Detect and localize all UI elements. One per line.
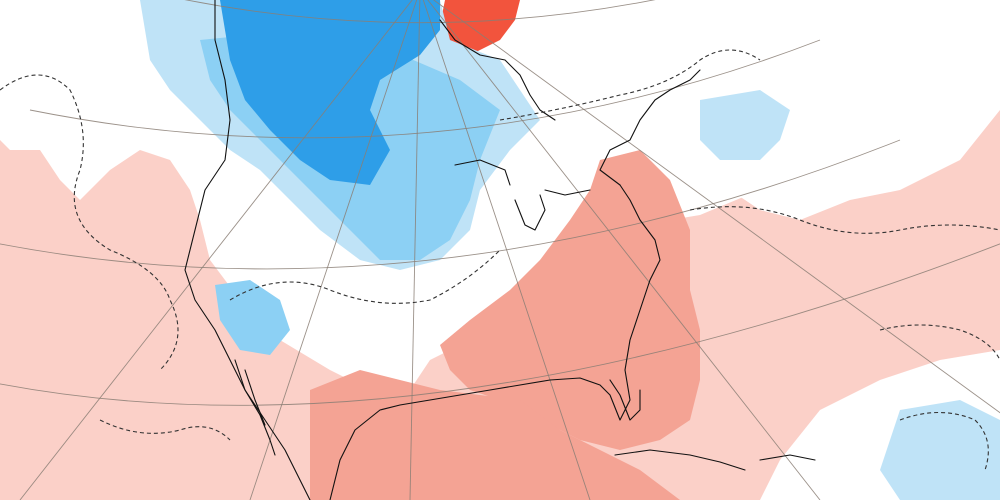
graticule-meridian-2 xyxy=(409,0,421,500)
zero-contour-south xyxy=(99,419,231,441)
graticule-parallel-3 xyxy=(0,139,901,270)
graticule-meridian-6 xyxy=(19,0,413,500)
neutral-region-northeast-atlantic xyxy=(730,0,1000,220)
coastline-florida xyxy=(609,379,641,421)
coastline-great-lakes xyxy=(454,159,591,231)
region-eastern-canada-cool xyxy=(700,90,790,160)
coastline-hispaniola xyxy=(759,454,816,461)
graticule-meridian-4 xyxy=(427,0,821,500)
coastline-northeast xyxy=(599,69,701,186)
zero-contour-caribbean xyxy=(899,412,989,471)
region-caribbean-cool xyxy=(880,400,1000,500)
coastline-west xyxy=(184,0,311,500)
coastline-hudson-bay xyxy=(439,19,556,121)
coastline-baja xyxy=(234,359,276,456)
graticule-meridian-1 xyxy=(249,0,418,500)
region-mexico-gulf-warm xyxy=(310,370,680,500)
coastline-gulf xyxy=(329,184,661,500)
neutral-region-canada-east xyxy=(530,60,720,200)
region-great-basin-cool xyxy=(215,280,290,355)
region-southeast-us-warm xyxy=(440,150,700,450)
graticule-parallel-4 xyxy=(0,243,1000,406)
zero-contour-central xyxy=(229,249,501,304)
zero-contour-north xyxy=(499,49,761,121)
zero-contour-atlantic xyxy=(689,206,1000,234)
coastline-cuba xyxy=(614,449,746,471)
graticule-parallel-1 xyxy=(184,0,656,24)
graticule-meridian-5 xyxy=(432,0,1000,414)
graticule-parallel-2 xyxy=(29,39,821,139)
zero-contour-southeast xyxy=(879,324,1000,361)
zero-contour-west xyxy=(0,74,179,371)
graticule-meridian-3 xyxy=(422,0,591,500)
region-central-canada-cool xyxy=(220,0,440,185)
